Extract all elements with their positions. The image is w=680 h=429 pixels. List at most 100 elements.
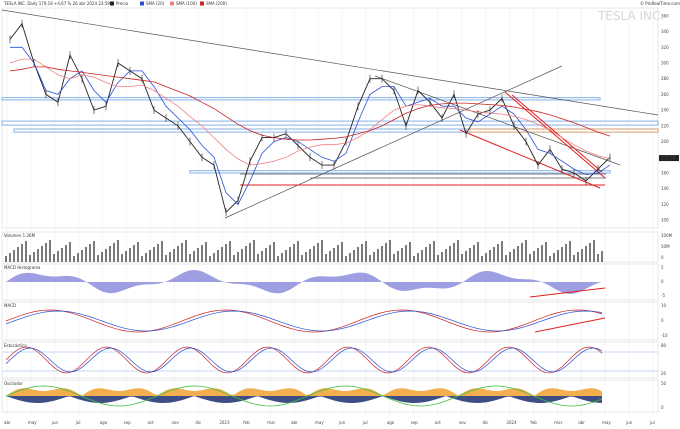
brand-label: © ProRealTime.com	[640, 1, 680, 6]
legend-swatch	[140, 1, 144, 6]
price-tick-label: 220	[661, 123, 669, 128]
panel-axis-label: -5	[661, 293, 665, 298]
panel-axis-label: 20	[661, 371, 667, 376]
panel-axis-label: 100M	[661, 233, 673, 238]
panel-axis-label: -10	[661, 333, 668, 338]
time-axis: abr may jun jul ago sep oct nov dic 2023 feb mar abr…	[4, 420, 655, 425]
watermark: TESLA INC.	[597, 9, 664, 23]
macd-signal-line	[5, 310, 603, 332]
panel-axis-label: 0	[661, 279, 664, 284]
main-frame	[1, 7, 659, 229]
time-tick-label: nov	[171, 420, 179, 425]
time-tick-label: 2023	[219, 420, 230, 425]
legend-label: SMA (20)	[146, 1, 165, 6]
time-tick-label: jun	[338, 420, 346, 425]
time-tick-label: dic	[483, 420, 489, 425]
panel-axis-label: 50	[661, 381, 667, 386]
last-price-box	[659, 155, 679, 162]
legend-label: SMA (200)	[206, 1, 227, 6]
panel-axis-label: 80	[661, 343, 667, 348]
time-tick-label: ago	[100, 420, 108, 425]
time-tick-label: jul	[75, 420, 81, 425]
panel-label: Volumen 1.26M	[4, 233, 36, 238]
price-tick-label: 320	[661, 45, 669, 50]
oscillator-signal-line	[5, 385, 603, 407]
zone-band	[1, 120, 659, 126]
panel-label: Oscilador	[4, 381, 23, 386]
macd-histogram-area	[6, 270, 602, 294]
time-tick-label: nov	[459, 420, 467, 425]
price-tick-label: 260	[661, 92, 669, 97]
time-tick-label: may	[28, 420, 37, 425]
panel-frame	[1, 341, 659, 379]
price-tick-label: 200	[661, 139, 669, 144]
legend: Precio SMA (20) SMA (100) SMA (200)	[110, 1, 227, 6]
trend-lines	[1, 9, 659, 219]
series-line	[10, 46, 611, 206]
panel-label: MACD	[4, 303, 16, 308]
zone-band	[189, 170, 611, 174]
zone-band	[469, 128, 659, 133]
time-tick-label: sep	[411, 420, 419, 425]
time-tick-label: feb	[530, 420, 537, 425]
macd-hist-divergence-line	[529, 287, 606, 298]
panel-axis-label: 0	[661, 255, 664, 260]
price-tick-label: 140	[661, 186, 669, 191]
time-tick-label: ago	[387, 420, 395, 425]
legend-label: SMA (100)	[176, 1, 197, 6]
panel-axis-label: 50M	[661, 244, 670, 249]
macd-divergence-line	[534, 317, 606, 333]
legend-swatch	[110, 1, 114, 6]
trend-line	[1, 9, 659, 116]
price-tick-label: 100	[661, 218, 669, 223]
time-tick-label: abr	[578, 420, 585, 425]
series-line	[9, 66, 611, 141]
time-tick-label: feb	[243, 420, 250, 425]
price-tick-label: 280	[661, 76, 669, 81]
time-tick-label: sep	[124, 420, 132, 425]
panel-axis-label: 5	[661, 265, 664, 270]
time-tick-label: jul	[362, 420, 368, 425]
price-axis: 3603403203002802602402202001801601401201…	[659, 13, 679, 223]
time-tick-label: jun	[625, 420, 633, 425]
trend-line	[224, 65, 563, 219]
red-trend-line	[504, 91, 606, 179]
time-tick-label: 2024	[506, 420, 517, 425]
legend-swatch	[170, 1, 174, 6]
time-tick-label: oct	[435, 420, 442, 425]
zone-band	[1, 96, 601, 101]
stoch-k-line	[5, 346, 603, 374]
price-tick-label: 240	[661, 108, 669, 113]
time-tick-label: may	[315, 420, 324, 425]
red-trend-line	[459, 129, 601, 189]
price-series	[9, 19, 611, 217]
time-tick-label: mar	[554, 420, 562, 425]
price-tick-label: 360	[661, 13, 669, 18]
support-zones	[1, 96, 659, 174]
time-tick-label: oct	[148, 420, 155, 425]
panel-label: Estocástico	[4, 343, 27, 348]
time-tick-label: may	[602, 420, 611, 425]
price-tick-label: 120	[661, 202, 669, 207]
time-tick-label: mar	[267, 420, 275, 425]
trend-line	[374, 75, 621, 166]
panel-label: MACD Histograma	[4, 265, 41, 270]
grid	[1, 7, 659, 415]
oscillator-negative-area	[6, 396, 602, 403]
time-tick-label: jun	[51, 420, 59, 425]
panel-frame	[1, 263, 659, 301]
oscillator-positive-area	[6, 388, 602, 396]
price-tick-label: 160	[661, 171, 669, 176]
time-tick-label: abr	[291, 420, 298, 425]
time-tick-label: abr	[4, 420, 11, 425]
last-price-label: 179,18	[661, 156, 675, 161]
panel-axis-label: 10	[661, 303, 667, 308]
price-tick-label: 300	[661, 61, 669, 66]
red-trend-line	[511, 94, 603, 173]
price-tick-label: 340	[661, 29, 669, 34]
stoch-d-line	[5, 347, 603, 373]
legend-label: Precio	[116, 1, 129, 6]
panel-axis-label: 0	[661, 405, 664, 410]
